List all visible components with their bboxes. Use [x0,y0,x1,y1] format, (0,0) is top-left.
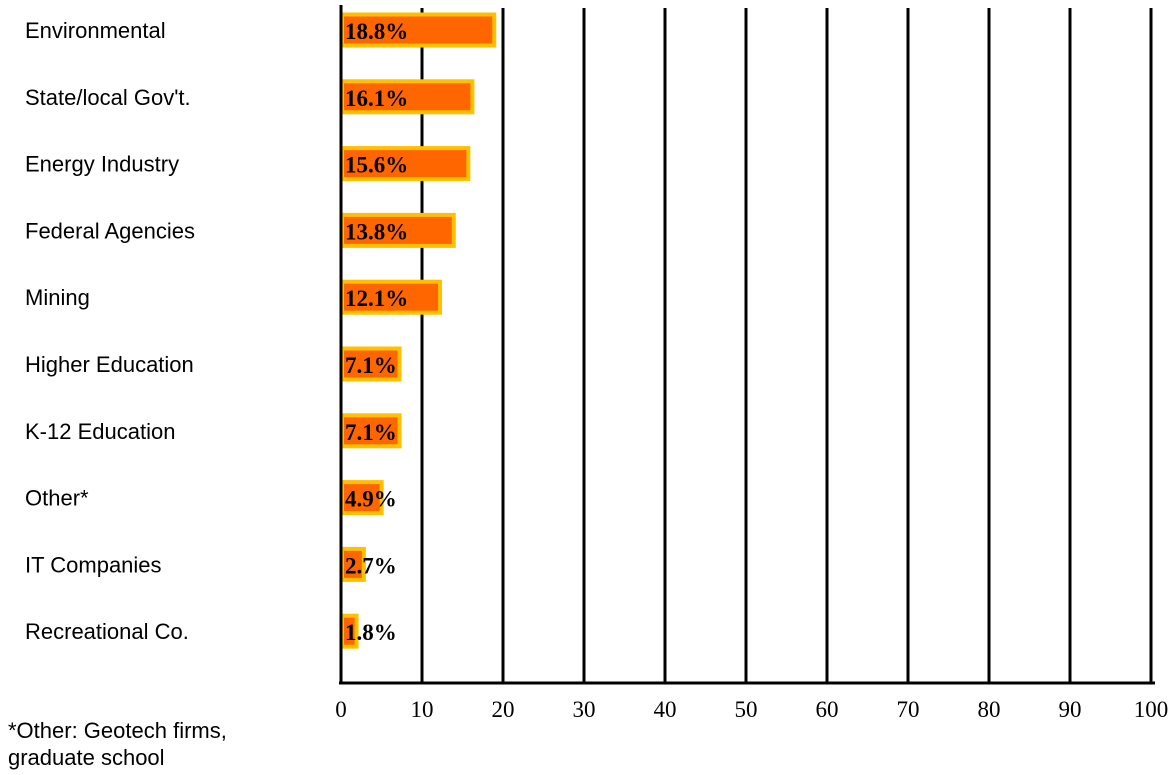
x-tick-label-80: 80 [978,697,1001,722]
value-label-9: 1.8% [345,620,397,645]
footnote: *Other: Geotech firms, graduate school [8,717,308,771]
value-label-8: 2.7% [345,553,397,578]
value-label-3: 13.8% [345,219,408,244]
value-labels: 18.8% 16.1% 15.6% 13.8% 12.1% 7.1% 7.1% 4.9% 2.7… [345,19,408,645]
x-tick-label-60: 60 [816,697,839,722]
x-tick-label-100: 100 [1134,697,1169,722]
x-tick-labels: 0 10 20 30 40 50 60 70 80 90 100 [335,697,1168,722]
x-tick-label-70: 70 [897,697,920,722]
x-tick-label-0: 0 [335,697,347,722]
value-label-0: 18.8% [345,19,408,44]
value-label-7: 4.9% [345,487,397,512]
x-tick-label-90: 90 [1059,697,1082,722]
category-labels: Environmental State/local Gov't. Energy In… [25,18,195,644]
value-label-4: 12.1% [345,286,408,311]
category-label-6: K-12 Education [25,419,175,444]
value-label-1: 16.1% [345,86,408,111]
category-label-3: Federal Agencies [25,218,195,243]
bars [340,12,497,649]
footnote-line-1: *Other: Geotech firms, [8,718,227,743]
category-label-1: State/local Gov't. [25,85,191,110]
value-label-6: 7.1% [345,420,397,445]
category-label-0: Environmental [25,18,166,43]
grid-lines [420,8,1153,683]
category-label-5: Higher Education [25,352,194,377]
value-label-2: 15.6% [345,153,408,178]
x-tick-label-20: 20 [492,697,515,722]
x-tick-label-50: 50 [735,697,758,722]
category-label-8: IT Companies [25,552,162,577]
x-tick-label-40: 40 [654,697,677,722]
value-label-5: 7.1% [345,353,397,378]
x-tick-label-10: 10 [411,697,434,722]
category-label-7: Other* [25,486,89,511]
category-label-2: Energy Industry [25,152,179,177]
axes [339,5,1155,685]
category-label-4: Mining [25,285,90,310]
x-tick-label-30: 30 [573,697,596,722]
footnote-line-2: graduate school [8,745,165,770]
category-label-9: Recreational Co. [25,619,189,644]
